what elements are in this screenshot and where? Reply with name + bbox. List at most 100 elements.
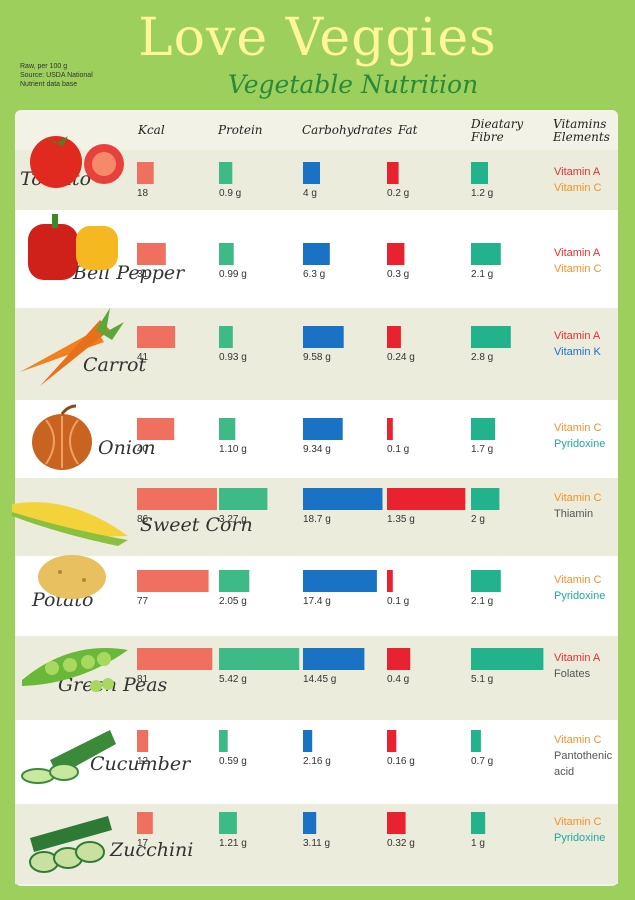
vitamins-list: Vitamin C Pyridoxine bbox=[554, 572, 626, 604]
carbs-bar bbox=[303, 730, 313, 752]
vitamin-label: Thiamin bbox=[554, 508, 594, 520]
carbs-bar bbox=[303, 162, 320, 184]
protein-bar bbox=[219, 812, 237, 834]
fibre-bar bbox=[471, 243, 501, 265]
vegetable-name: Carrot bbox=[83, 354, 147, 376]
fibre-value-label: 2.1 g bbox=[471, 596, 494, 607]
header-vitamins-line-2: Elements bbox=[553, 130, 610, 144]
carbs-bar bbox=[303, 488, 383, 510]
green-peas-icon bbox=[22, 648, 128, 692]
fat-bar bbox=[387, 162, 399, 184]
fat-value-label: 0.1 g bbox=[387, 444, 410, 455]
carbs-value-label: 6.3 g bbox=[303, 269, 326, 280]
kcal-value-label: 18 bbox=[137, 188, 149, 199]
header-kcal: Kcal bbox=[138, 123, 165, 137]
fat-value-label: 1.35 g bbox=[387, 514, 415, 525]
kcal-bar bbox=[137, 488, 217, 510]
carbs-bar bbox=[303, 418, 343, 440]
kcal-bar bbox=[137, 812, 153, 834]
protein-bar bbox=[219, 326, 233, 348]
source-note-line-1: Raw, per 100 g bbox=[20, 63, 68, 70]
fibre-bar bbox=[471, 418, 496, 440]
vitamin-label: acid bbox=[554, 766, 575, 778]
protein-bar bbox=[219, 570, 250, 592]
fat-bar bbox=[387, 488, 466, 510]
cucumber-icon bbox=[21, 730, 116, 784]
fat-value-label: 0.3 g bbox=[387, 269, 410, 280]
onion-icon bbox=[32, 404, 92, 470]
fibre-bar bbox=[471, 730, 481, 752]
carbs-value-label: 9.34 g bbox=[303, 444, 331, 455]
protein-bar bbox=[219, 488, 268, 510]
fat-value-label: 0.24 g bbox=[387, 352, 415, 363]
carrot-icon bbox=[20, 308, 124, 386]
kcal-value-label: 40 bbox=[137, 444, 149, 455]
vitamin-label: Pyridoxine bbox=[554, 832, 606, 844]
kcal-bar bbox=[137, 243, 166, 265]
vitamin-label: Vitamin C bbox=[554, 263, 602, 275]
header-fibre: Dieatary Fibre bbox=[471, 118, 523, 144]
vitamin-label: Vitamin K bbox=[554, 346, 601, 358]
fibre-bar bbox=[471, 812, 486, 834]
fibre-value-label: 0.7 g bbox=[471, 756, 494, 767]
kcal-value-label: 17 bbox=[137, 838, 149, 849]
zucchini-icon bbox=[29, 816, 112, 873]
protein-bar bbox=[219, 730, 228, 752]
vitamin-label: Vitamin C bbox=[554, 734, 602, 746]
vitamin-label: Vitamin C bbox=[554, 816, 602, 828]
page-subtitle: Vegetable Nutrition bbox=[228, 70, 479, 99]
carbs-value-label: 14.45 g bbox=[303, 674, 337, 685]
carbs-value-label: 18.7 g bbox=[303, 514, 331, 525]
vitamins-list: Vitamin C Thiamin bbox=[554, 490, 626, 522]
kcal-bar bbox=[137, 570, 209, 592]
header-carbohydrates: Carbohydrates bbox=[302, 123, 393, 137]
fibre-value-label: 5.1 g bbox=[471, 674, 494, 685]
protein-value-label: 2.05 g bbox=[219, 596, 247, 607]
vitamins-list: Vitamin A Vitamin K bbox=[554, 328, 626, 360]
vitamin-label: Vitamin A bbox=[554, 166, 601, 178]
header-fibre-line-1: Dieatary bbox=[471, 117, 524, 131]
row-cucumber bbox=[15, 720, 618, 804]
protein-value-label: 3.27 g bbox=[219, 514, 247, 525]
vitamins-list: Vitamin A Vitamin C bbox=[554, 164, 626, 196]
vitamins-list: Vitamin A Vitamin C bbox=[554, 245, 626, 277]
source-note-line-3: Nutrient data base bbox=[20, 81, 78, 88]
header-fat: Fat bbox=[398, 123, 418, 137]
row-carrot bbox=[15, 308, 618, 400]
vitamin-label: Vitamin C bbox=[554, 182, 602, 194]
kcal-bar bbox=[137, 418, 175, 440]
fibre-value-label: 2 g bbox=[471, 514, 485, 525]
vitamins-list: Vitamin C Pyridoxine bbox=[554, 420, 626, 452]
vegetable-name: Zucchini bbox=[110, 839, 194, 861]
kcal-bar bbox=[137, 648, 213, 670]
carbs-value-label: 2.16 g bbox=[303, 756, 331, 767]
kcal-value-label: 12 bbox=[137, 756, 149, 767]
header-vitamins: Vitamins Elements bbox=[553, 118, 610, 144]
carbs-value-label: 4 g bbox=[303, 188, 317, 199]
fat-bar bbox=[387, 812, 406, 834]
kcal-value-label: 41 bbox=[137, 352, 149, 363]
header-vitamins-line-1: Vitamins bbox=[553, 117, 607, 131]
fibre-value-label: 1.7 g bbox=[471, 444, 494, 455]
vitamins-list: Vitamin C Pyridoxine bbox=[554, 814, 626, 846]
protein-value-label: 5.42 g bbox=[219, 674, 247, 685]
fibre-value-label: 1.2 g bbox=[471, 188, 494, 199]
kcal-value-label: 86 bbox=[137, 514, 149, 525]
carbs-value-label: 3.11 g bbox=[303, 838, 331, 849]
fibre-value-label: 2.8 g bbox=[471, 352, 494, 363]
vitamin-label: Vitamin A bbox=[554, 652, 601, 664]
vitamin-label: Folates bbox=[554, 668, 591, 680]
fat-bar bbox=[387, 243, 405, 265]
potato-icon bbox=[38, 555, 106, 599]
protein-bar bbox=[219, 243, 234, 265]
kcal-bar bbox=[137, 326, 176, 348]
vitamin-label: Pyridoxine bbox=[554, 590, 606, 602]
fibre-bar bbox=[471, 570, 501, 592]
kcal-bar bbox=[137, 730, 149, 752]
fibre-bar bbox=[471, 326, 511, 348]
carbs-bar bbox=[303, 812, 317, 834]
kcal-value-label: 77 bbox=[137, 596, 149, 607]
vitamin-label: Pantothenic bbox=[554, 750, 613, 762]
fat-bar bbox=[387, 570, 393, 592]
